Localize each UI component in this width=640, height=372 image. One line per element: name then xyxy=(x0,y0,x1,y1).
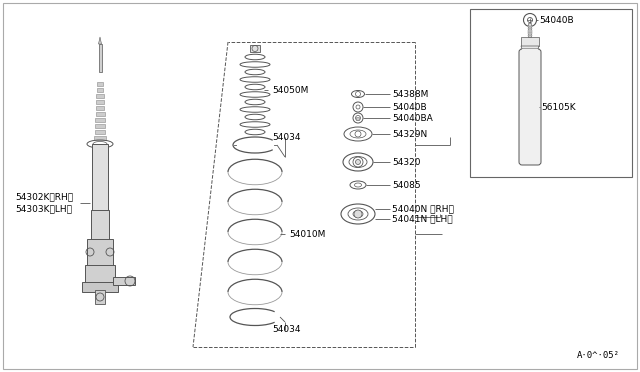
Bar xyxy=(95,124,105,128)
Bar xyxy=(87,239,113,267)
Bar xyxy=(99,44,102,72)
Text: 54040BA: 54040BA xyxy=(392,113,433,122)
Bar xyxy=(528,32,532,34)
Bar xyxy=(522,49,538,57)
Bar xyxy=(95,290,105,304)
Bar xyxy=(528,35,532,36)
Bar xyxy=(85,265,115,287)
Bar xyxy=(95,118,105,122)
Circle shape xyxy=(354,210,362,218)
Bar xyxy=(250,45,260,52)
Bar xyxy=(92,144,108,212)
Bar xyxy=(97,87,103,92)
Text: 54040B: 54040B xyxy=(392,103,427,112)
Bar xyxy=(356,116,360,119)
Bar xyxy=(97,93,104,98)
FancyBboxPatch shape xyxy=(519,49,541,165)
Bar xyxy=(97,81,103,86)
Bar xyxy=(96,99,104,104)
Bar xyxy=(94,135,106,140)
Bar xyxy=(470,9,632,177)
Text: 54034: 54034 xyxy=(272,326,301,334)
Text: 54050M: 54050M xyxy=(272,86,308,94)
Text: 54034: 54034 xyxy=(272,132,301,141)
Polygon shape xyxy=(521,46,539,52)
Text: A·0^·05²: A·0^·05² xyxy=(577,351,620,360)
Text: 54320: 54320 xyxy=(392,157,420,167)
Text: 54040B: 54040B xyxy=(539,16,573,25)
Text: 54302K〈RH〉: 54302K〈RH〉 xyxy=(15,192,73,202)
Bar xyxy=(82,282,118,292)
Bar xyxy=(113,277,135,285)
Bar xyxy=(91,210,109,242)
Text: 54329N: 54329N xyxy=(392,129,428,138)
Text: 56105K: 56105K xyxy=(541,103,575,112)
Text: 54303K〈LH〉: 54303K〈LH〉 xyxy=(15,205,72,214)
Bar xyxy=(95,129,106,134)
Polygon shape xyxy=(99,37,102,44)
Text: 54010M: 54010M xyxy=(289,230,325,238)
Bar xyxy=(95,112,104,116)
Text: 54040N 〈RH〉: 54040N 〈RH〉 xyxy=(392,205,454,214)
Text: 54041N 〈LH〉: 54041N 〈LH〉 xyxy=(392,215,452,224)
Bar xyxy=(96,106,104,110)
Text: 54085: 54085 xyxy=(392,180,420,189)
Bar xyxy=(528,28,532,29)
Text: 54388M: 54388M xyxy=(392,90,428,99)
Bar xyxy=(528,26,532,27)
Circle shape xyxy=(355,160,360,164)
Bar xyxy=(521,37,539,46)
Bar xyxy=(528,30,532,32)
Bar xyxy=(529,23,531,37)
